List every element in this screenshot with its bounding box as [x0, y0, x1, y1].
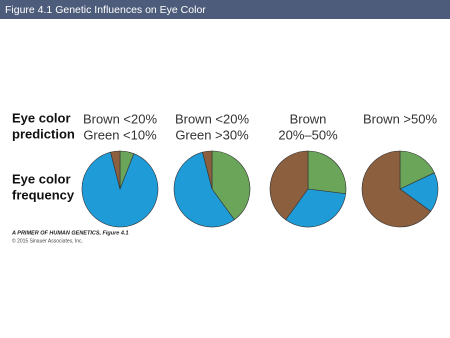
pie-slice [307, 150, 347, 195]
pie-title: Brown [290, 111, 327, 126]
footer-source: A PRIMER OF HUMAN GENETICS, Figure 4.1 [11, 230, 129, 236]
pie-title: Brown <20% [83, 111, 158, 126]
pie-title: Brown <20% [175, 111, 250, 126]
pie-slice [285, 188, 347, 228]
footer-copyright: © 2015 Sinauer Associates, Inc. [12, 237, 83, 244]
header-bar [0, 0, 450, 19]
pie-title: 20%–50% [278, 127, 338, 142]
row-label: prediction [12, 126, 75, 141]
row-label: frequency [12, 187, 75, 202]
pie-title: Green >30% [175, 127, 249, 142]
pie-slice [81, 151, 159, 228]
pie-slice [399, 150, 435, 190]
pie-slice [202, 150, 213, 190]
pie-slice [173, 151, 235, 228]
pie-slice [211, 150, 251, 221]
pie-title: Brown >50% [363, 111, 438, 126]
row-label: Eye color [12, 110, 71, 125]
header-title: Figure 4.1 Genetic Influences on Eye Col… [5, 4, 206, 16]
row-label: Eye color [12, 171, 71, 186]
pie-slice [110, 150, 121, 190]
pie-title: Green <10% [83, 127, 157, 142]
pie-slice [269, 150, 309, 221]
pie-slice [361, 150, 432, 228]
